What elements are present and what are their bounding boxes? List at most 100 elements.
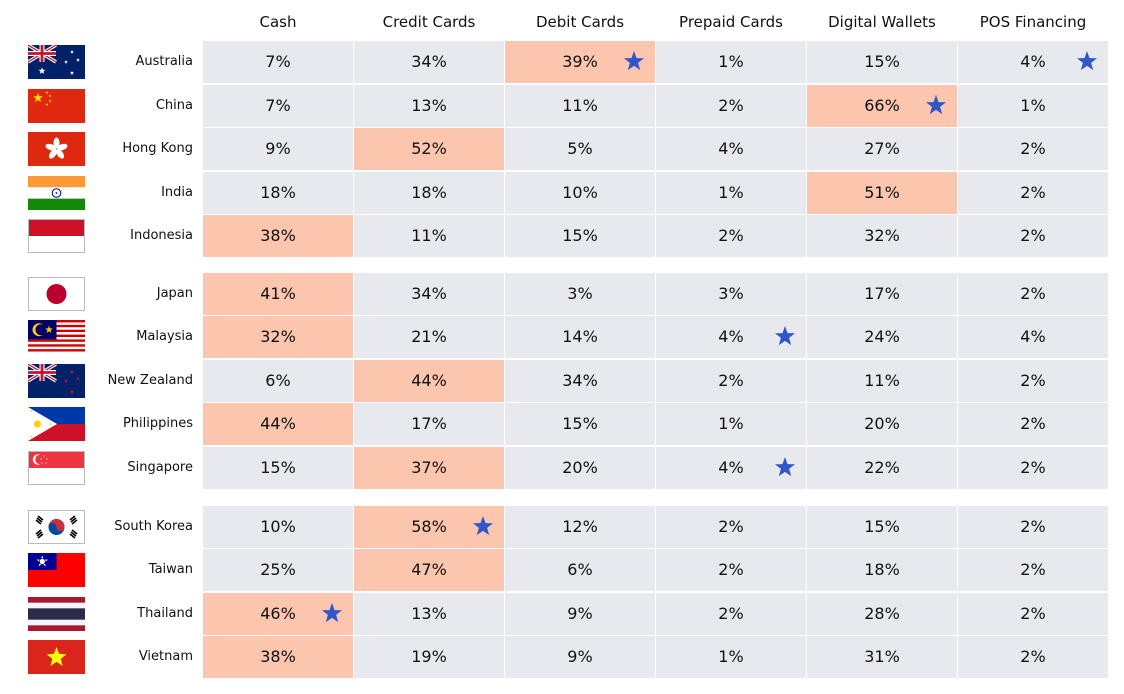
cell-value: 44% (411, 371, 447, 390)
table-cell: 3% (505, 273, 655, 315)
cell-value: 4% (718, 139, 744, 158)
cell-value: 15% (562, 414, 598, 433)
table-cell: 25% (203, 549, 353, 591)
cell-value: 66% (864, 96, 900, 115)
table-cell: 7% (203, 41, 353, 83)
cell-value: 9% (265, 139, 291, 158)
cell-value: 18% (864, 560, 900, 579)
table-cell: 4% (958, 316, 1108, 358)
cell-value: 2% (1020, 458, 1046, 477)
country-label: Japan (156, 286, 193, 301)
table-cell: 2% (656, 506, 806, 548)
star-icon (774, 457, 796, 477)
table-cell: 12% (505, 506, 655, 548)
table-cell: 3% (656, 273, 806, 315)
table-cell: 5% (505, 128, 655, 170)
table-cell: 28% (807, 593, 957, 635)
country-label: Malaysia (136, 329, 193, 344)
cell-value: 51% (864, 183, 900, 202)
cell-value: 18% (260, 183, 296, 202)
vietnam-flag-icon (28, 640, 85, 674)
table-cell: 2% (958, 128, 1108, 170)
table-cell: 21% (354, 316, 504, 358)
table-cell: 4% (958, 41, 1108, 83)
highlighted-cell: 66% (807, 85, 957, 127)
cell-value: 58% (411, 517, 447, 536)
cell-value: 2% (1020, 414, 1046, 433)
cell-value: 38% (260, 226, 296, 245)
table-cell: 20% (505, 447, 655, 489)
table-cell: 34% (354, 273, 504, 315)
country-label: Taiwan (148, 562, 193, 577)
table-cell: 1% (656, 403, 806, 445)
indonesia-flag-icon (28, 219, 85, 253)
country-label: South Korea (114, 519, 193, 534)
cell-value: 32% (864, 226, 900, 245)
cell-value: 34% (562, 371, 598, 390)
cell-value: 2% (1020, 604, 1046, 623)
table-cell: 20% (807, 403, 957, 445)
table-cell: 13% (354, 85, 504, 127)
cell-value: 15% (260, 458, 296, 477)
cell-value: 7% (265, 52, 291, 71)
country-label: Indonesia (130, 228, 193, 243)
india-flag-icon (28, 176, 85, 210)
table-cell: 17% (354, 403, 504, 445)
cell-value: 9% (567, 604, 593, 623)
country-label: Vietnam (138, 649, 193, 664)
table-cell: 2% (958, 215, 1108, 257)
table-cell: 18% (354, 172, 504, 214)
table-cell: 7% (203, 85, 353, 127)
cell-value: 4% (718, 327, 744, 346)
cell-value: 2% (1020, 139, 1046, 158)
cell-value: 1% (718, 414, 744, 433)
cell-value: 32% (260, 327, 296, 346)
cell-value: 11% (864, 371, 900, 390)
table-cell: 2% (958, 172, 1108, 214)
country-label: China (155, 98, 193, 113)
highlighted-cell: 39% (505, 41, 655, 83)
cell-value: 34% (411, 284, 447, 303)
table-cell: 15% (505, 403, 655, 445)
column-header: Credit Cards (382, 13, 476, 31)
cell-value: 4% (718, 458, 744, 477)
column-header: POS Financing (979, 13, 1087, 31)
taiwan-flag-icon (28, 553, 85, 587)
highlighted-cell: 32% (203, 316, 353, 358)
cell-value: 2% (718, 517, 744, 536)
cell-value: 52% (411, 139, 447, 158)
malaysia-flag-icon (28, 320, 85, 354)
table-cell: 1% (656, 636, 806, 678)
country-label: Australia (135, 54, 193, 69)
highlighted-cell: 37% (354, 447, 504, 489)
singapore-flag-icon (28, 451, 85, 485)
cell-value: 46% (260, 604, 296, 623)
star-icon (472, 516, 494, 536)
table-cell: 2% (958, 549, 1108, 591)
table-cell: 1% (958, 85, 1108, 127)
table-cell: 2% (656, 215, 806, 257)
star-icon (1076, 51, 1098, 71)
table-cell: 2% (958, 360, 1108, 402)
table-cell: 2% (958, 593, 1108, 635)
cell-value: 47% (411, 560, 447, 579)
cell-value: 37% (411, 458, 447, 477)
table-cell: 4% (656, 316, 806, 358)
star-icon (925, 95, 947, 115)
table-cell: 2% (656, 593, 806, 635)
thailand-flag-icon (28, 597, 85, 631)
cell-value: 15% (864, 517, 900, 536)
table-cell: 9% (505, 593, 655, 635)
cell-value: 9% (567, 647, 593, 666)
cell-value: 15% (562, 226, 598, 245)
table-cell: 34% (505, 360, 655, 402)
cell-value: 17% (864, 284, 900, 303)
cell-value: 22% (864, 458, 900, 477)
cell-value: 25% (260, 560, 296, 579)
table-cell: 2% (958, 636, 1108, 678)
cell-value: 31% (864, 647, 900, 666)
table-cell: 6% (203, 360, 353, 402)
highlighted-cell: 41% (203, 273, 353, 315)
column-header: Cash (259, 13, 297, 31)
cell-value: 13% (411, 604, 447, 623)
